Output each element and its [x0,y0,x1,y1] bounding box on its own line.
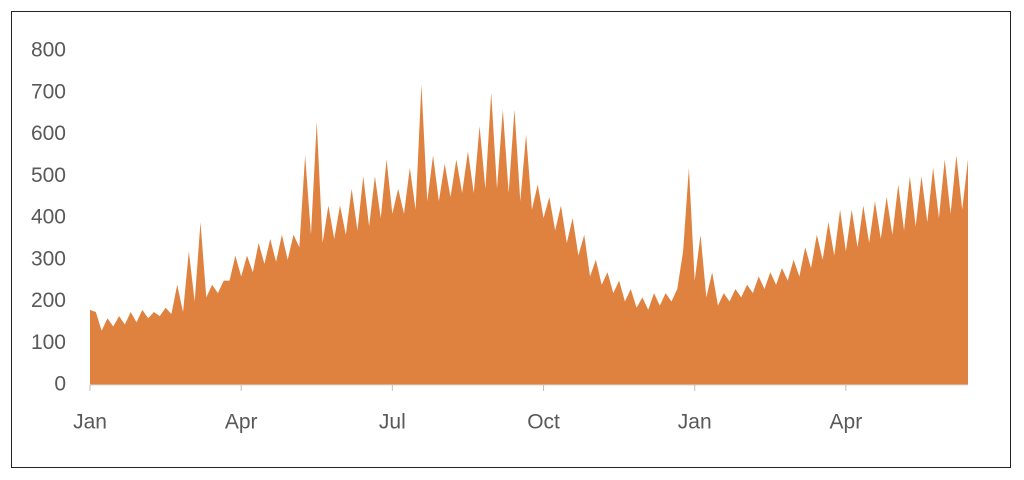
area [90,84,968,386]
y-tick-label: 800 [31,39,66,62]
x-tick-label: Apr [830,411,863,434]
x-tick-label: Oct [527,411,560,434]
x-tick-label: Apr [225,411,258,434]
y-tick-label: 600 [31,122,66,145]
x-tick-label: Jan [678,411,712,434]
x-tick-label: Jan [73,411,107,434]
y-tick-label: 200 [31,289,66,312]
x-tick-label: Jul [379,411,406,434]
y-tick-label: 700 [31,80,66,103]
y-tick-label: 300 [31,247,66,270]
y-tick-label: 400 [31,206,66,229]
y-tick-label: 100 [31,331,66,354]
y-tick-label: 0 [54,373,66,396]
y-tick-label: 500 [31,164,66,187]
